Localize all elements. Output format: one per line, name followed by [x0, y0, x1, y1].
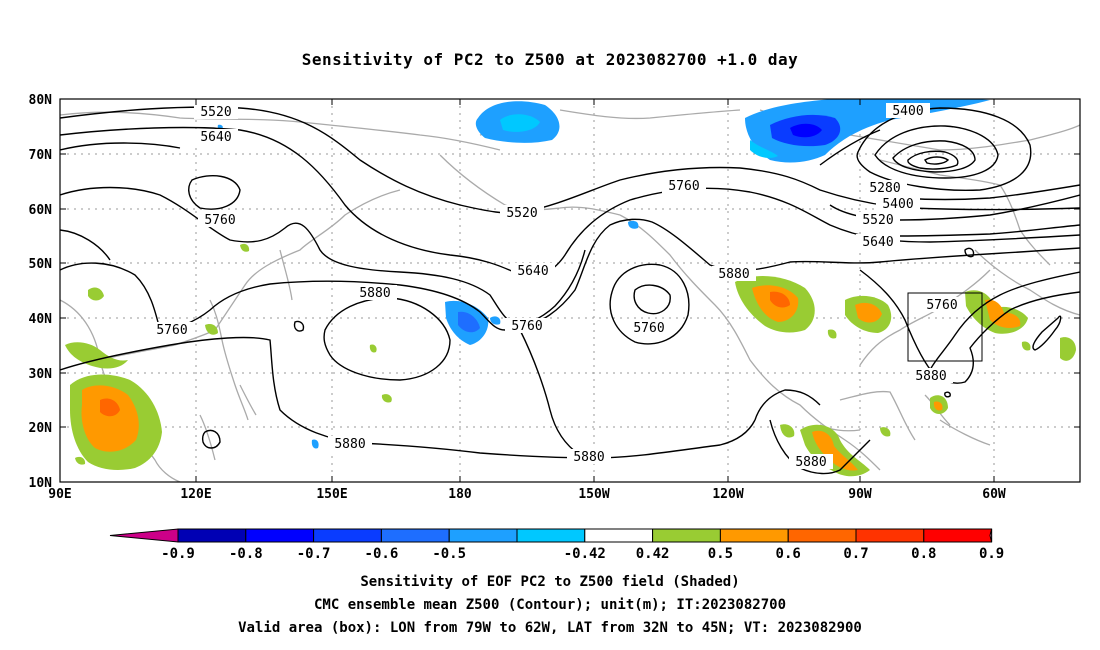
colorbar-label: 0.6 — [776, 546, 801, 562]
contour-label: 5760 — [150, 322, 194, 338]
svg-text:5760: 5760 — [156, 323, 187, 338]
colorbar-end-right — [989, 528, 993, 543]
colorbar-label: 0.9 — [979, 546, 1004, 562]
colorbar-segment — [245, 528, 315, 543]
contour-label: 5640 — [194, 129, 238, 145]
lat-tick-label: 80N — [29, 93, 53, 108]
lon-tick-label: 150W — [578, 487, 609, 502]
valid-area-box — [907, 292, 983, 362]
lon-tick-label: 120W — [712, 487, 743, 502]
lon-tick-label: 60W — [982, 487, 1006, 502]
contour-label: 5880 — [328, 436, 372, 452]
contour-label: 5880 — [789, 454, 833, 470]
colorbar-segment — [787, 528, 857, 543]
svg-text:5640: 5640 — [862, 235, 893, 250]
svg-text:5760: 5760 — [926, 298, 957, 313]
lat-tick-label: 20N — [29, 421, 53, 436]
contour-label: 5760 — [198, 212, 242, 228]
colorbar-label: 0.5 — [708, 546, 733, 562]
caption-line-2: CMC ensemble mean Z500 (Contour); unit(m… — [313, 597, 786, 613]
contour-label: 5880 — [909, 368, 953, 384]
lon-tick-label: 150E — [316, 487, 347, 502]
contour-label: 5280 — [863, 180, 907, 196]
contour-label: 5760 — [920, 297, 964, 313]
lat-tick-label: 40N — [29, 312, 53, 327]
shaded-sensitivity — [65, 99, 1076, 477]
colorbar-label: 0.7 — [843, 546, 868, 562]
contour-label: 5760 — [505, 318, 549, 334]
contour-label: 5400 — [876, 196, 920, 212]
colorbar-label: -0.7 — [297, 546, 331, 562]
svg-text:5760: 5760 — [511, 319, 542, 334]
lat-tick-label: 60N — [29, 203, 53, 218]
svg-text:5640: 5640 — [200, 130, 231, 145]
colorbar-label: -0.8 — [229, 546, 263, 562]
colorbar-segment — [380, 528, 450, 543]
lat-tick-label: 50N — [29, 257, 53, 272]
contour-label: 5640 — [511, 263, 555, 279]
colorbar-segment — [652, 528, 721, 543]
svg-text:5400: 5400 — [882, 197, 913, 212]
contour-label: 5880 — [712, 266, 756, 282]
colorbar-label: -0.9 — [161, 546, 195, 562]
svg-text:5760: 5760 — [204, 213, 235, 228]
svg-text:5880: 5880 — [718, 267, 749, 282]
map-title: Sensitivity of PC2 to Z500 at 2023082700… — [301, 50, 799, 69]
svg-text:5880: 5880 — [359, 286, 390, 301]
svg-text:5640: 5640 — [517, 264, 548, 279]
colorbar-segment — [177, 528, 247, 543]
colorbar: -0.9 -0.8 -0.7 -0.6 -0.5 -0.42 0.42 0.5 0.6 0.7 0.… — [109, 528, 1004, 562]
lat-tick-label: 10N — [29, 476, 53, 491]
contour-label: 5520 — [856, 212, 900, 228]
svg-text:5520: 5520 — [862, 213, 893, 228]
lat-tick-label: 70N — [29, 148, 53, 163]
contour-label: 5400 — [886, 103, 930, 119]
contour-label: 5880 — [353, 285, 397, 301]
svg-text:5880: 5880 — [573, 450, 604, 465]
colorbar-end-left — [109, 528, 179, 543]
svg-text:5520: 5520 — [506, 206, 537, 221]
colorbar-segment — [448, 528, 518, 543]
lat-tick-label: 30N — [29, 367, 53, 382]
contour-label: 5640 — [856, 234, 900, 250]
svg-text:5520: 5520 — [200, 105, 231, 120]
contour-label: 5760 — [662, 178, 706, 194]
lon-tick-label: 120E — [180, 487, 211, 502]
svg-text:5880: 5880 — [915, 369, 946, 384]
lon-tick-label: 180 — [448, 487, 472, 502]
svg-text:5880: 5880 — [334, 437, 365, 452]
colorbar-segment — [516, 528, 586, 543]
lon-tick-label: 90W — [848, 487, 872, 502]
axis-ticks — [60, 98, 1080, 483]
plot-area — [60, 99, 1080, 482]
svg-text:5760: 5760 — [633, 321, 664, 336]
contour-labels: 5520 5640 5760 5760 5520 5640 5880 5760 … — [150, 103, 964, 470]
colorbar-segment — [855, 528, 925, 543]
colorbar-segment — [923, 528, 993, 543]
svg-text:5280: 5280 — [869, 181, 900, 196]
colorbar-segment — [584, 528, 654, 543]
contour-label: 5880 — [567, 449, 611, 465]
caption-line-3: Valid area (box): LON from 79W to 62W, L… — [238, 620, 862, 636]
contour-label: 5520 — [500, 205, 544, 221]
caption-line-1: Sensitivity of EOF PC2 to Z500 field (Sh… — [360, 574, 740, 590]
contour-label: 5760 — [627, 320, 671, 336]
contour-label: 5520 — [194, 104, 238, 120]
lon-tick-label: 90E — [48, 487, 71, 502]
svg-text:5760: 5760 — [668, 179, 699, 194]
colorbar-label: -0.42 — [564, 546, 606, 562]
z500-contours — [60, 106, 1080, 475]
colorbar-label: 0.8 — [911, 546, 936, 562]
colorbar-label: -0.5 — [432, 546, 466, 562]
colorbar-segment — [313, 528, 382, 543]
colorbar-segment — [719, 528, 789, 543]
colorbar-label: 0.42 — [636, 546, 670, 562]
colorbar-label: -0.6 — [365, 546, 399, 562]
svg-text:5400: 5400 — [892, 104, 923, 119]
svg-text:5880: 5880 — [795, 455, 826, 470]
plot-frame — [59, 98, 1081, 483]
